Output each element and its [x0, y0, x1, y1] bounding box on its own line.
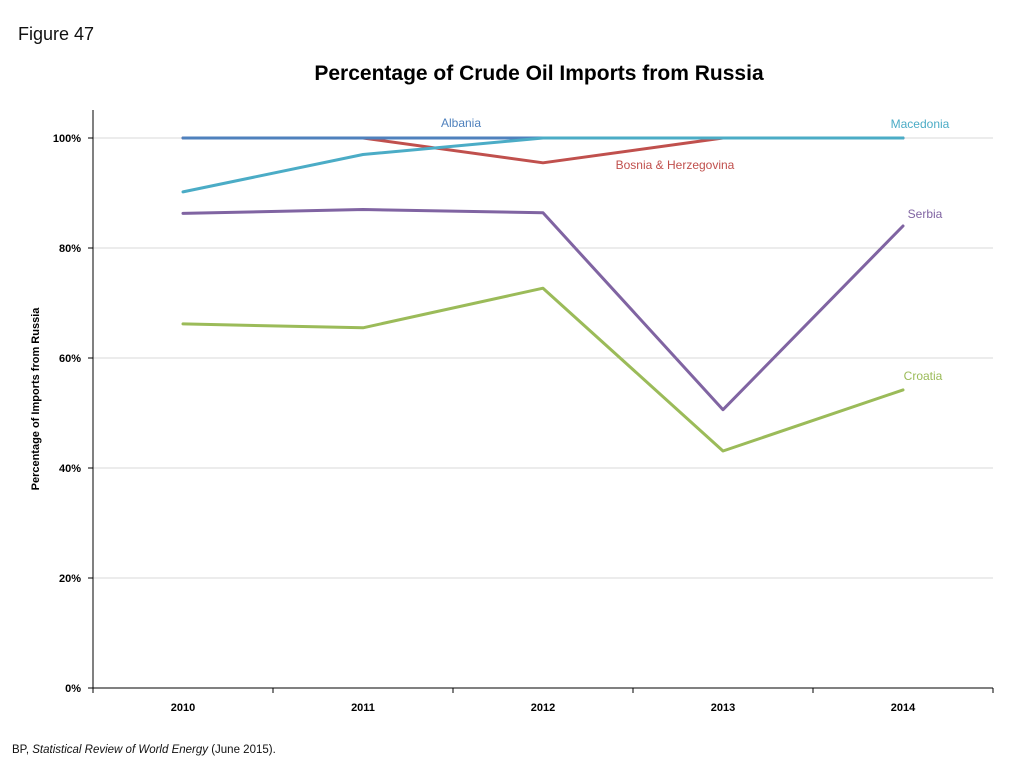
- ytick-label-100: 100%: [53, 133, 81, 145]
- source-prefix: BP,: [12, 744, 33, 756]
- ytick-label-80: 80%: [59, 243, 81, 255]
- xtick-label-2010: 2010: [171, 702, 195, 714]
- series-label-macedonia: Macedonia: [891, 117, 950, 131]
- series-label-bosnia-herzegovina: Bosnia & Herzegovina: [616, 158, 735, 172]
- figure-label: Figure 47: [18, 24, 95, 44]
- xtick-label-2012: 2012: [531, 702, 555, 714]
- ytick-label-0: 0%: [65, 683, 81, 695]
- source-suffix: (June 2015).: [208, 744, 276, 756]
- series-line-croatia: [181, 286, 905, 453]
- series-labels: Bosnia & Herzegovina Albania Macedonia Serb…: [441, 116, 950, 383]
- xtick-label-2013: 2013: [711, 702, 735, 714]
- ytick-label-60: 60%: [59, 353, 81, 365]
- grid-lines: [93, 137, 993, 579]
- ytick-label-20: 20%: [59, 573, 81, 585]
- source-note: BP, Statistical Review of World Energy (…: [12, 744, 276, 756]
- chart-title: Percentage of Crude Oil Imports from Rus…: [314, 62, 764, 85]
- series-label-albania: Albania: [441, 116, 481, 130]
- ytick-label-40: 40%: [59, 463, 81, 475]
- series-line-bosnia-herzegovina: [181, 136, 905, 165]
- source-title: Statistical Review of World Energy: [32, 744, 209, 756]
- y-axis-title: Percentage of Imports from Russia: [30, 307, 42, 491]
- series-lines: [181, 136, 905, 453]
- series-line-macedonia: [181, 136, 905, 194]
- series-label-croatia: Croatia: [904, 369, 943, 383]
- axes: 0% 20% 40% 60% 80% 100% 2010 2011 2012 2013 2014 Pe…: [30, 110, 994, 714]
- series-line-serbia: [181, 208, 905, 412]
- series-label-serbia: Serbia: [908, 207, 943, 221]
- xtick-label-2011: 2011: [351, 702, 375, 714]
- xtick-label-2014: 2014: [891, 702, 916, 714]
